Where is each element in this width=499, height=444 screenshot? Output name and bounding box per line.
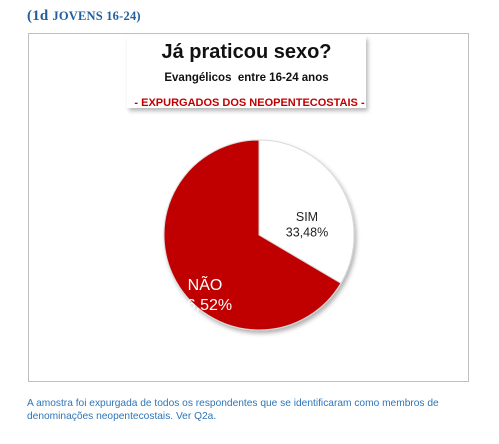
slice-value-nao: 66,52% bbox=[178, 297, 232, 314]
chart-title-box bbox=[127, 36, 366, 108]
section-heading-sub: JOVENS 16-24) bbox=[52, 9, 141, 23]
pie-slice-nao bbox=[163, 139, 342, 331]
chart-title: Já praticou sexo? bbox=[161, 41, 332, 63]
section-heading-main: (1d bbox=[27, 8, 53, 24]
pie-slice-sim bbox=[258, 139, 355, 284]
footnote: A amostra foi expurgada de todos os resp… bbox=[27, 398, 439, 422]
slice-label-nao: NÃO bbox=[188, 274, 223, 294]
slice-value-sim: 33,48% bbox=[286, 226, 328, 240]
chart-note: - EXPURGADOS DOS NEOPENTECOSTAIS - bbox=[134, 97, 365, 109]
slice-label-sim: SIM bbox=[296, 210, 318, 224]
chart-subtitle: Evangélicos entre 16-24 anos bbox=[164, 72, 329, 84]
section-heading: (1d JOVENS 16-24) bbox=[27, 8, 141, 25]
